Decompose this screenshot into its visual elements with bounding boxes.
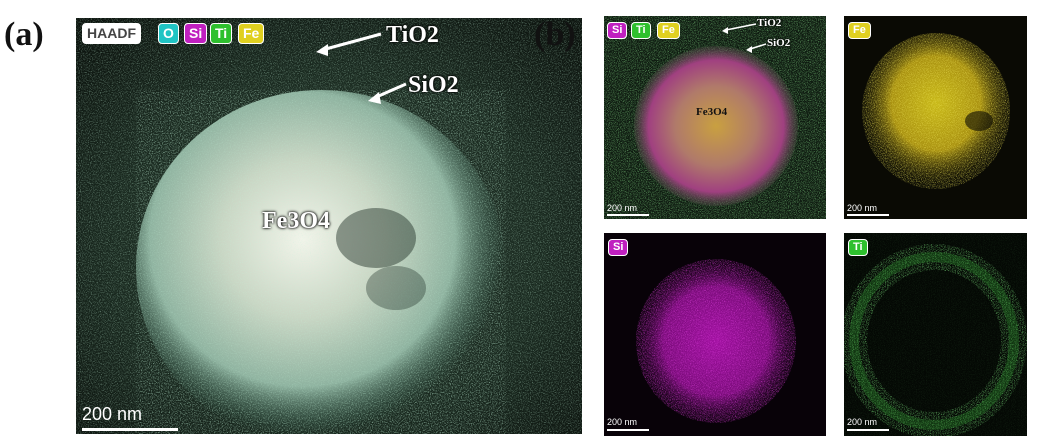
- ti-map-badge: Ti: [848, 239, 868, 256]
- panel-a-particle-visual: [76, 18, 582, 434]
- panel-b-composite-map: Si Ti Fe TiO2 SiO2 Fe3O4 200 nm: [604, 16, 826, 219]
- si-map-badge: Si: [608, 239, 629, 256]
- ti-map-scale-bar-label: 200 nm: [847, 417, 878, 427]
- fe-map-badge: Fe: [848, 22, 871, 39]
- ti-map-scale-bar: [847, 429, 889, 431]
- panel-a-label: (a): [4, 16, 44, 53]
- composite-tio2-label: TiO2: [757, 17, 782, 29]
- ti-badge: Ti: [210, 23, 233, 44]
- panel-a-haadf-image: HAADF O Si Ti Fe TiO2 SiO2 Fe3O4 200 nm: [76, 18, 582, 434]
- panel-b-si-map: Si 200 nm: [604, 233, 826, 436]
- composite-visual: [604, 16, 826, 219]
- panel-a-scale-bar: [82, 428, 178, 431]
- fe-map-visual: [844, 16, 1027, 219]
- si-badge: Si: [184, 23, 208, 44]
- composite-fe3o4-label: Fe3O4: [696, 106, 728, 118]
- panel-b-label: (b): [534, 16, 576, 53]
- ti-map-visual: [844, 233, 1027, 436]
- composite-arrows: [722, 23, 767, 53]
- si-map-scale-bar-label: 200 nm: [607, 417, 638, 427]
- composite-scale-bar-label: 200 nm: [607, 203, 638, 213]
- fe3o4-label: Fe3O4: [262, 208, 330, 234]
- si-map-scale-bar: [607, 429, 649, 431]
- composite-sio2-label: SiO2: [767, 37, 791, 49]
- composite-scale-bar: [607, 214, 649, 216]
- o-badge: O: [158, 23, 179, 44]
- haadf-badge: HAADF: [82, 23, 141, 44]
- panel-b-ti-map: Ti 200 nm: [844, 233, 1027, 436]
- composite-fe-badge: Fe: [657, 22, 680, 39]
- fe-badge: Fe: [238, 23, 265, 44]
- panel-a-scale-bar-label: 200 nm: [82, 404, 143, 424]
- panel-b-fe-map: Fe 200 nm: [844, 16, 1027, 219]
- fe-map-scale-bar-label: 200 nm: [847, 203, 878, 213]
- composite-ti-badge: Ti: [631, 22, 651, 39]
- sio2-label: SiO2: [408, 72, 459, 98]
- composite-si-badge: Si: [607, 22, 628, 39]
- fe-map-scale-bar: [847, 214, 889, 216]
- si-map-visual: [604, 233, 826, 436]
- tio2-arrow: [316, 32, 407, 104]
- tio2-label: TiO2: [386, 22, 439, 48]
